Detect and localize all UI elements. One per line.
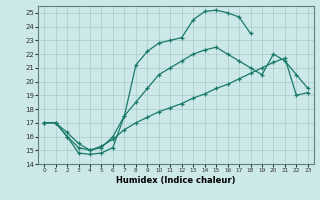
X-axis label: Humidex (Indice chaleur): Humidex (Indice chaleur) (116, 176, 236, 185)
